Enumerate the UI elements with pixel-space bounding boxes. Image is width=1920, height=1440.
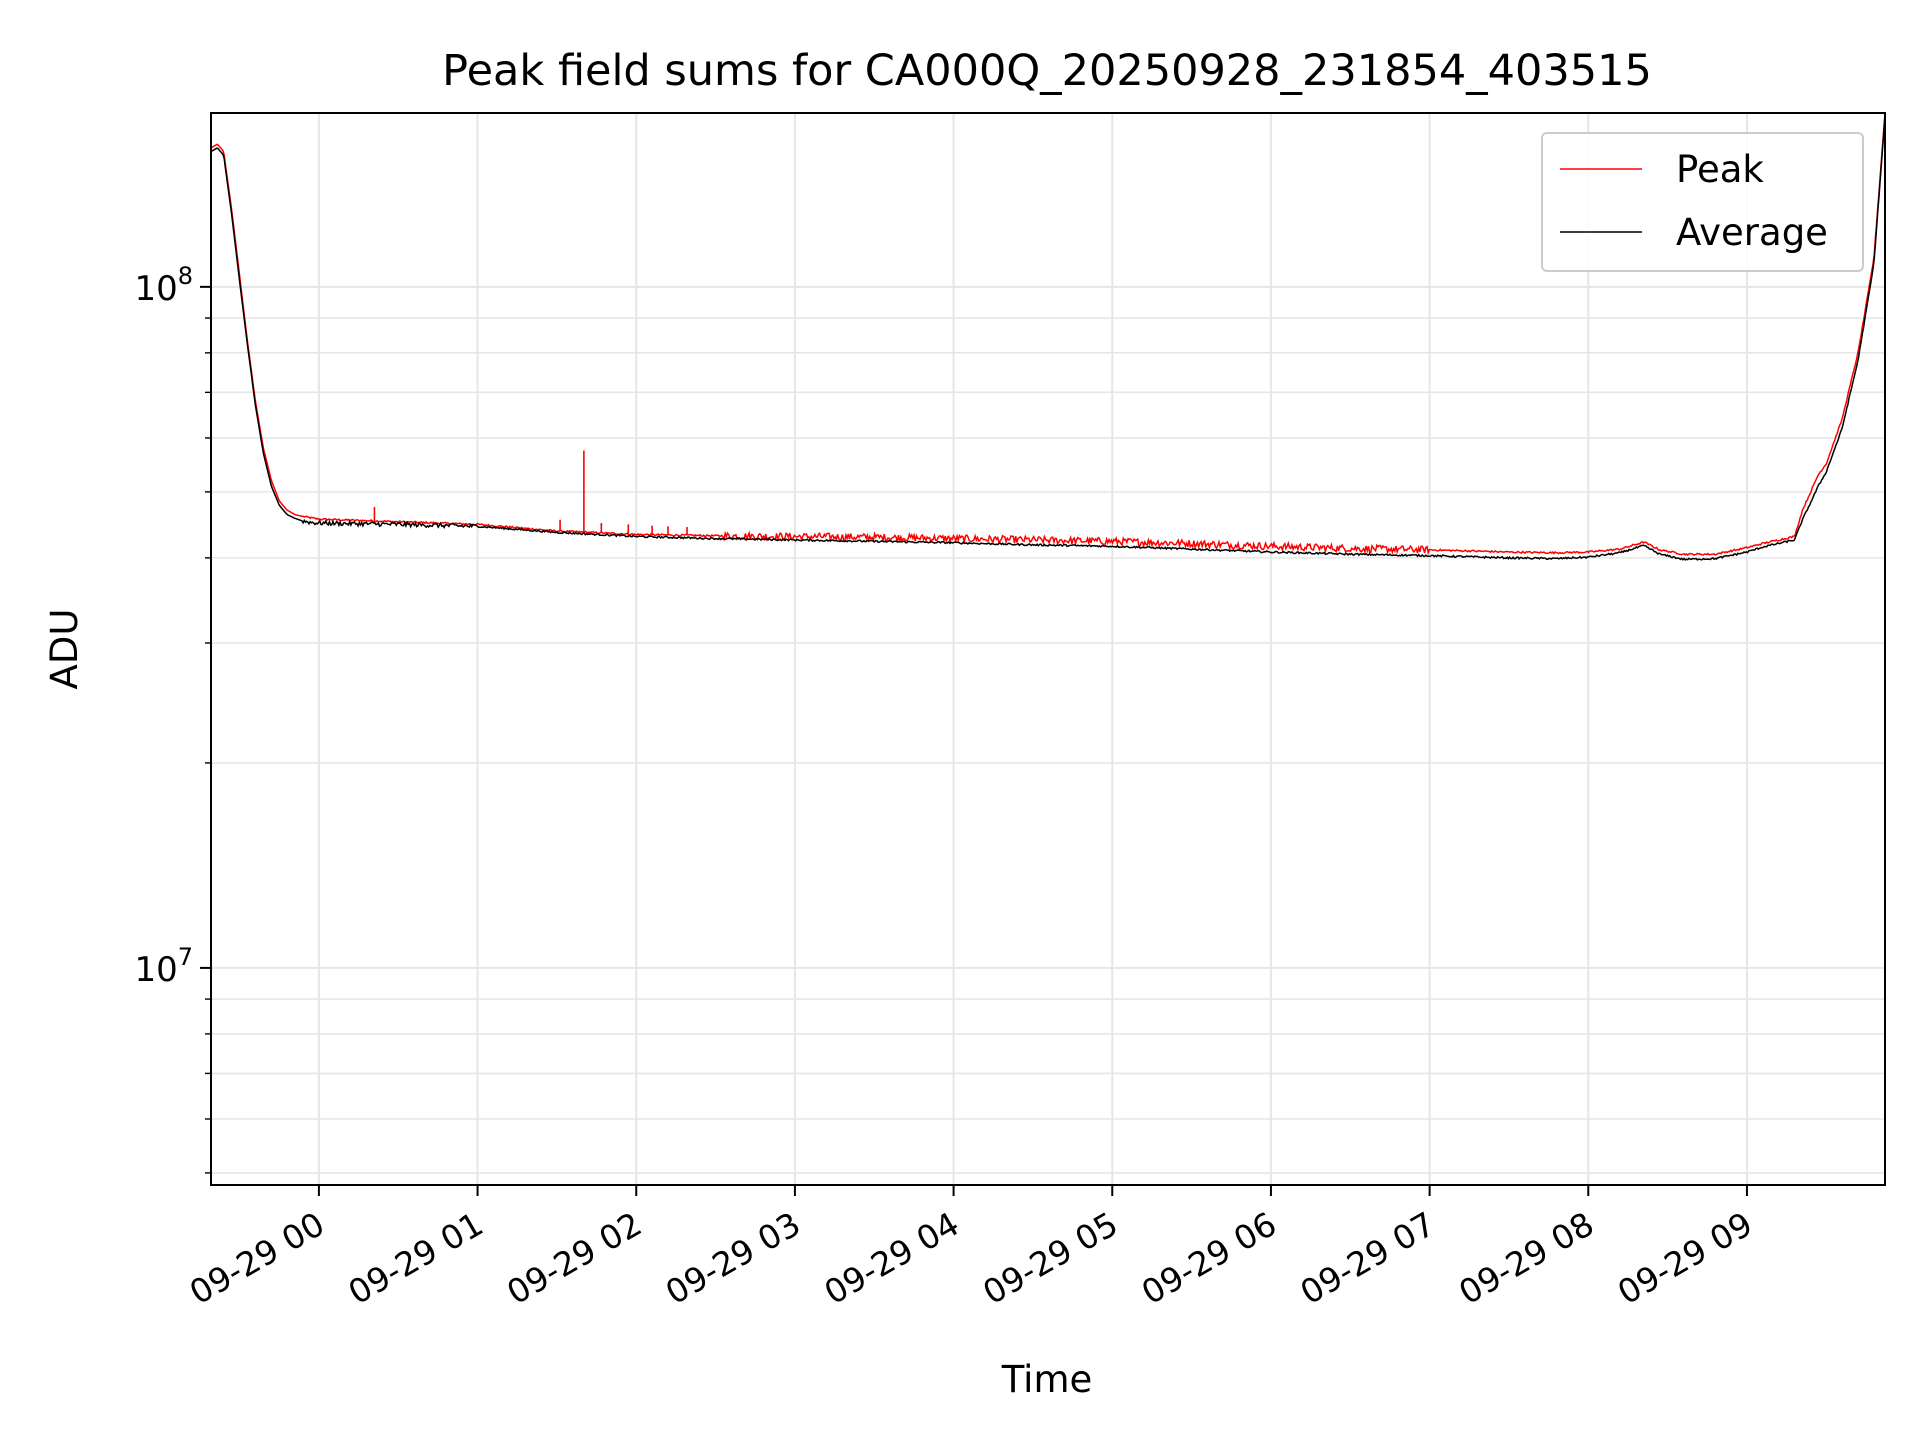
y-axis-label: ADU bbox=[43, 609, 86, 690]
y-tick-label: 108 bbox=[134, 262, 193, 309]
legend-peak-label: Peak bbox=[1676, 148, 1764, 191]
series-peak-line bbox=[210, 112, 1886, 557]
plot-frame bbox=[210, 112, 1886, 1186]
y-axis: 107 108 bbox=[134, 262, 211, 1174]
legend-box bbox=[1541, 132, 1864, 272]
x-axis-label: Time bbox=[1001, 1358, 1093, 1401]
legend: Peak Average bbox=[1541, 132, 1864, 272]
chart-title: Peak field sums for CA000Q_20250928_2318… bbox=[442, 46, 1652, 96]
grid bbox=[211, 113, 1885, 1185]
y-tick-label: 107 bbox=[134, 943, 193, 990]
plot-area bbox=[210, 112, 1886, 561]
legend-average-label: Average bbox=[1676, 211, 1828, 254]
series-average-line bbox=[210, 116, 1886, 561]
